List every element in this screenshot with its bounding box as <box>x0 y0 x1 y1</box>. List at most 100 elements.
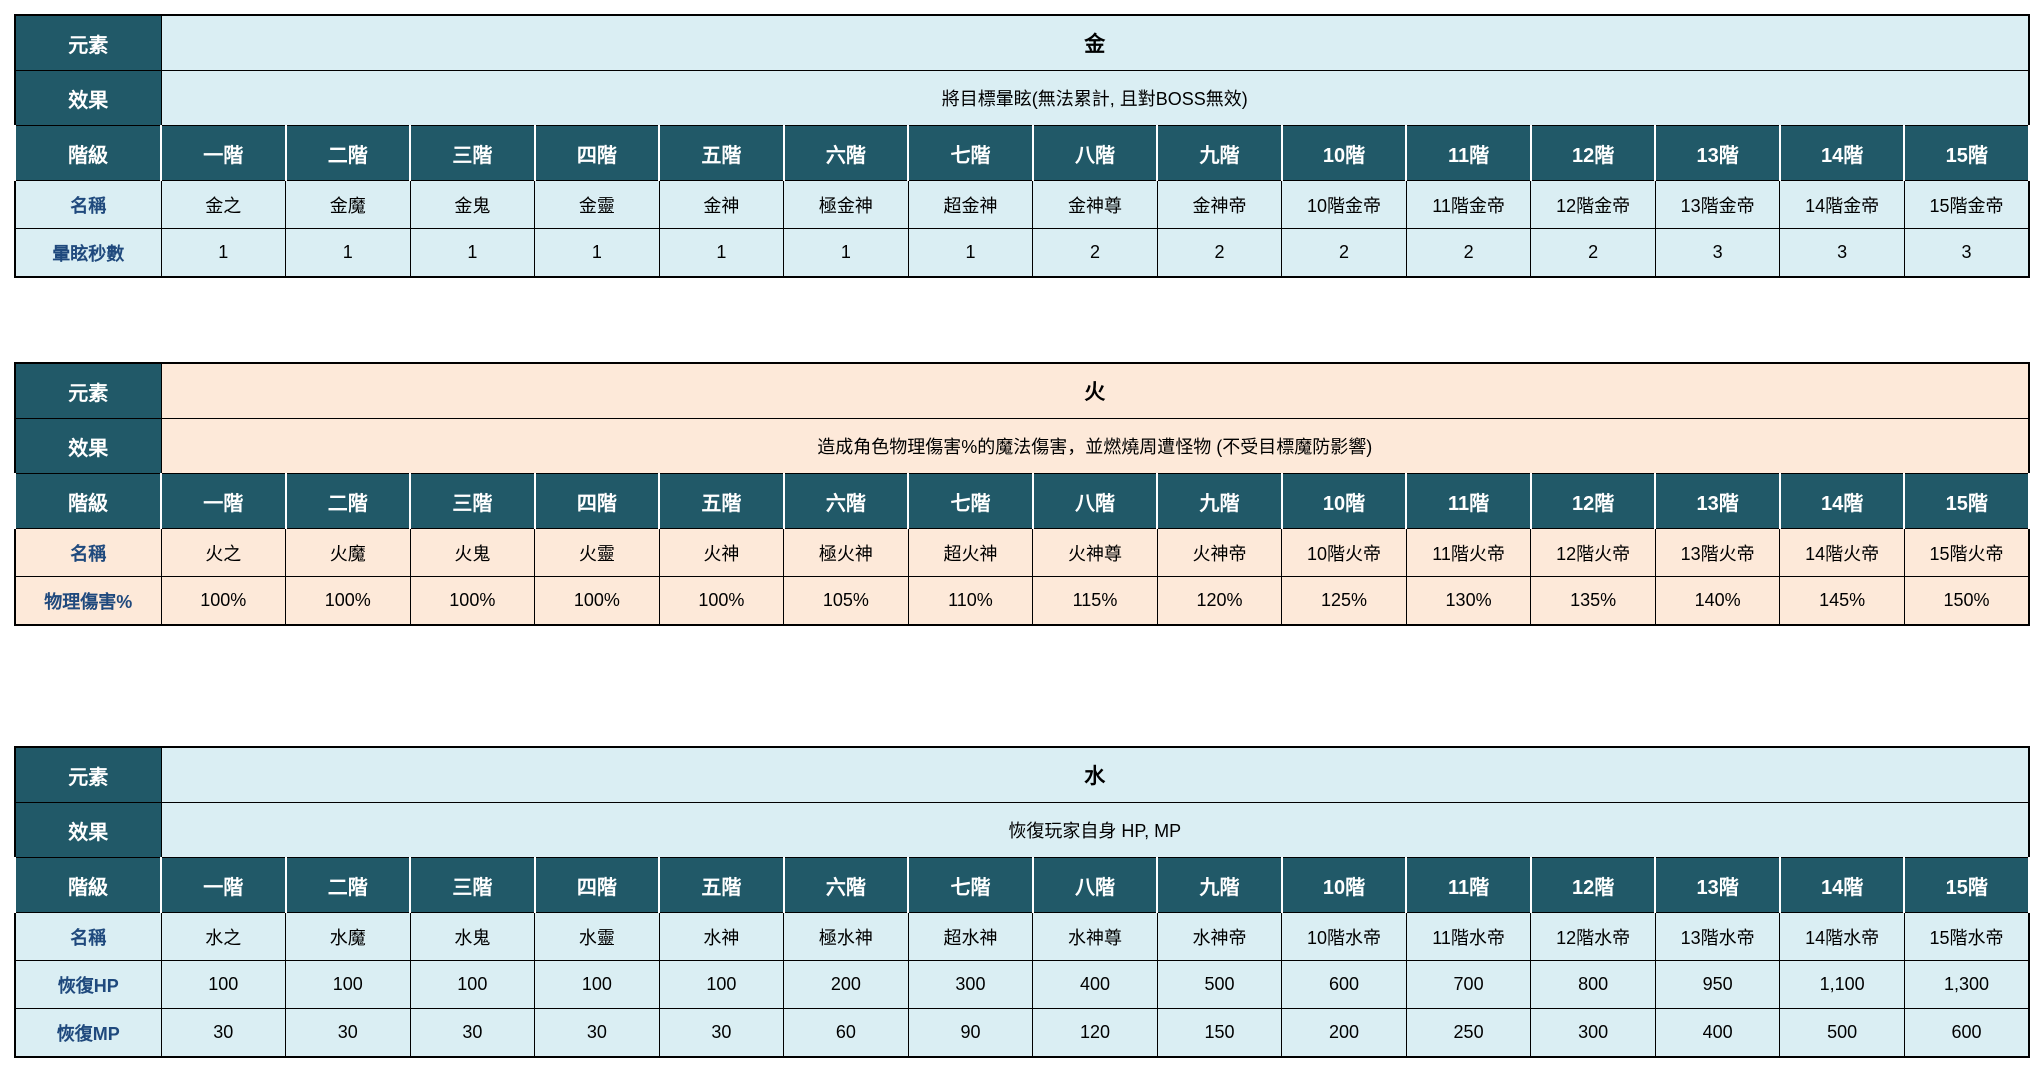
tier-header-cell: 14階 <box>1778 473 1906 529</box>
name-cell: 水靈 <box>534 912 660 961</box>
name-cell: 超金神 <box>907 180 1034 229</box>
tier-header-cell: 四階 <box>533 857 661 913</box>
tier-header-cell: 八階 <box>1031 125 1159 181</box>
stat-value-cell: 120 <box>1032 1008 1158 1058</box>
stat-value-cell: 100% <box>285 576 411 626</box>
name-cell: 金神帝 <box>1156 180 1283 229</box>
stat-value-cell: 150% <box>1903 576 2030 626</box>
tier-header-cell: 九階 <box>1156 473 1283 529</box>
gold-element-table: 元素 金 效果 將目標暈眩(無法累計, 且對BOSS無效) 階級 一階 二階 三階四… <box>14 14 2030 278</box>
tier-header-cell: 七階 <box>907 857 1034 913</box>
name-cell: 超水神 <box>907 912 1034 961</box>
name-label-cell: 名稱 <box>14 528 162 577</box>
stat-value-cell: 115% <box>1032 576 1158 626</box>
tier-header-cell: 九階 <box>1156 857 1283 913</box>
stat-value-cell: 1,100 <box>1779 960 1905 1009</box>
tier-header-cell: 二階 <box>284 125 412 181</box>
name-cell: 極水神 <box>783 912 909 961</box>
tier-header-cell: 13階 <box>1654 473 1781 529</box>
stat-value-cell: 1 <box>783 228 909 278</box>
stat-label-cell: 暈眩秒數 <box>14 228 162 278</box>
name-cell: 金神 <box>658 180 785 229</box>
stat-value-cell: 1,300 <box>1903 960 2030 1009</box>
stat-value-cell: 100 <box>534 960 660 1009</box>
stat-value-cell: 125% <box>1281 576 1407 626</box>
tier-header-cell: 一階 <box>160 473 287 529</box>
stat-label-cell: 恢復HP <box>14 960 162 1009</box>
stat-value-cell: 700 <box>1405 960 1532 1009</box>
stat-value-cell: 3 <box>1903 228 2030 278</box>
tier-label-cell: 階級 <box>14 125 162 181</box>
name-cell: 14階水帝 <box>1779 912 1905 961</box>
effect-row: 效果 恢復玩家自身 HP, MP <box>14 802 2030 858</box>
name-cell: 10階水帝 <box>1281 912 1407 961</box>
stat-row: 恢復MP 30 30 30 30 30 60 90 120 150 200 250 300 400 500 6… <box>14 1008 2030 1058</box>
tier-header-cell: 六階 <box>782 473 910 529</box>
stat-label-cell: 恢復MP <box>14 1008 162 1058</box>
name-cell: 15階水帝 <box>1903 912 2030 961</box>
effect-text-cell: 造成角色物理傷害%的魔法傷害，並燃燒周遭怪物 (不受目標魔防影響) <box>160 418 2030 474</box>
stat-value-cell: 140% <box>1654 576 1781 626</box>
element-name-cell: 水 <box>160 746 2030 803</box>
name-cell: 極火神 <box>783 528 909 577</box>
stat-value-cell: 1 <box>907 228 1034 278</box>
name-cell: 水神尊 <box>1032 912 1158 961</box>
element-name-cell: 火 <box>160 362 2030 419</box>
name-cell: 12階水帝 <box>1530 912 1656 961</box>
name-cell: 火靈 <box>534 528 660 577</box>
name-row: 名稱 金之 金魔 金鬼 金靈 金神 極金神 超金神 金神尊 金神帝 10階金帝 11階金帝 12階金帝… <box>14 180 2030 229</box>
effect-row: 效果 將目標暈眩(無法累計, 且對BOSS無效) <box>14 70 2030 126</box>
name-cell: 火神帝 <box>1156 528 1283 577</box>
stat-row: 恢復HP 100 100 100 100 100 200 300 400 500 600 700 800… <box>14 960 2030 1009</box>
tier-row: 階級 一階 二階 三階 四階 五階 六階 七階 八階 九階 10階 11階 12階 13階 14階 15階 <box>14 857 2030 913</box>
name-cell: 15階金帝 <box>1903 180 2030 229</box>
tier-header-cell: 三階 <box>409 473 536 529</box>
tier-label-cell: 階級 <box>14 473 162 529</box>
stat-value-cell: 2 <box>1281 228 1407 278</box>
tier-header-cell: 12階 <box>1529 125 1657 181</box>
tier-header-cell: 10階 <box>1280 857 1408 913</box>
stat-value-cell: 30 <box>285 1008 411 1058</box>
element-label-cell: 元素 <box>14 362 162 419</box>
stat-value-cell: 1 <box>409 228 536 278</box>
name-cell: 火神 <box>658 528 785 577</box>
stat-value-cell: 3 <box>1779 228 1905 278</box>
tier-header-cell: 12階 <box>1529 473 1657 529</box>
name-cell: 金靈 <box>534 180 660 229</box>
tier-header-cell: 二階 <box>284 857 412 913</box>
tier-header-cell: 12階 <box>1529 857 1657 913</box>
tier-header-cell: 三階 <box>409 125 536 181</box>
name-cell: 金之 <box>160 180 287 229</box>
name-cell: 13階水帝 <box>1654 912 1781 961</box>
name-cell: 11階水帝 <box>1405 912 1532 961</box>
stat-value-cell: 30 <box>534 1008 660 1058</box>
tier-header-cell: 15階 <box>1903 857 2030 913</box>
stat-value-cell: 2 <box>1405 228 1532 278</box>
fire-element-table: 元素 火 效果 造成角色物理傷害%的魔法傷害，並燃燒周遭怪物 (不受目標魔防影響… <box>14 362 2030 626</box>
stat-value-cell: 2 <box>1156 228 1283 278</box>
stat-row: 暈眩秒數 1 1 1 1 1 1 1 2 2 2 2 2 3 3 3 <box>14 228 2030 278</box>
tier-header-cell: 15階 <box>1903 125 2030 181</box>
element-label-cell: 元素 <box>14 746 162 803</box>
name-cell: 10階火帝 <box>1281 528 1407 577</box>
water-element-table: 元素 水 效果 恢復玩家自身 HP, MP 階級 一階 二階 三階 四階 五階 六階 七階八… <box>14 746 2030 1058</box>
name-label-cell: 名稱 <box>14 180 162 229</box>
tier-header-cell: 15階 <box>1903 473 2030 529</box>
stat-row: 物理傷害% 100% 100% 100% 100% 100% 105% 110% 115% 120… <box>14 576 2030 626</box>
element-row: 元素 水 <box>14 746 2030 803</box>
stat-value-cell: 100 <box>160 960 287 1009</box>
tier-header-cell: 11階 <box>1405 125 1532 181</box>
tier-header-cell: 一階 <box>160 125 287 181</box>
name-cell: 14階金帝 <box>1779 180 1905 229</box>
tier-header-cell: 11階 <box>1405 473 1532 529</box>
stat-value-cell: 30 <box>409 1008 536 1058</box>
tier-header-cell: 四階 <box>533 473 661 529</box>
name-cell: 13階金帝 <box>1654 180 1781 229</box>
stat-value-cell: 300 <box>1530 1008 1656 1058</box>
stat-value-cell: 200 <box>783 960 909 1009</box>
tier-header-cell: 五階 <box>658 125 785 181</box>
name-cell: 水神 <box>658 912 785 961</box>
stat-value-cell: 400 <box>1654 1008 1781 1058</box>
tier-header-cell: 一階 <box>160 857 287 913</box>
